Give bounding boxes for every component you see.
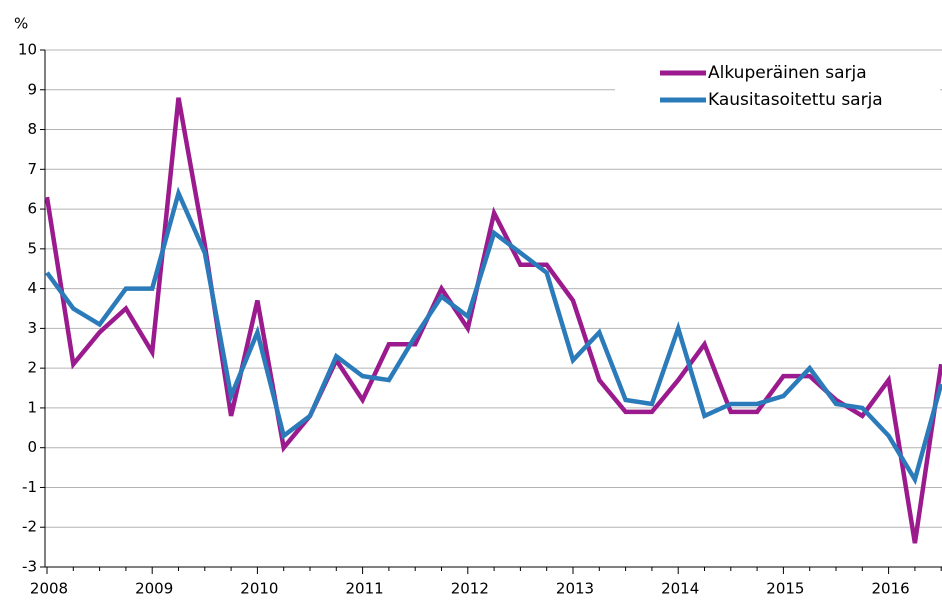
y-tick-label: 8 xyxy=(27,120,37,138)
y-tick-label: 9 xyxy=(27,80,37,98)
x-tick-label: 2009 xyxy=(135,580,173,598)
x-tick-label: 2013 xyxy=(556,580,594,598)
y-tick-label: 1 xyxy=(27,398,37,416)
x-tick-label: 2012 xyxy=(451,580,489,598)
y-tick-label: 4 xyxy=(27,279,37,297)
y-tick-label: 0 xyxy=(27,438,37,456)
y-tick-label: 3 xyxy=(27,319,37,337)
y-tick-label: -1 xyxy=(22,478,37,496)
series-line xyxy=(44,97,942,544)
x-tick-label: 2010 xyxy=(240,580,278,598)
y-tick-label: -2 xyxy=(22,518,37,536)
x-tick-label: 2014 xyxy=(661,580,699,598)
x-tick-label: 2008 xyxy=(30,580,68,598)
series-line xyxy=(45,186,942,486)
x-tick-label: 2015 xyxy=(766,580,804,598)
y-tick-label: 5 xyxy=(27,239,37,257)
y-tick-label: 2 xyxy=(27,359,37,377)
legend-label: Alkuperäinen sarja xyxy=(708,63,867,83)
y-tick-label: 7 xyxy=(27,160,37,178)
y-tick-label: 10 xyxy=(18,41,37,59)
x-tick-label: 2011 xyxy=(346,580,384,598)
legend-label: Kausitasoitettu sarja xyxy=(708,90,883,110)
y-tick-label: 6 xyxy=(27,200,37,218)
y-axis-label: % xyxy=(14,15,28,33)
y-tick-label: -3 xyxy=(22,558,37,576)
legend-box xyxy=(615,56,940,118)
x-tick-label: 2016 xyxy=(872,580,910,598)
